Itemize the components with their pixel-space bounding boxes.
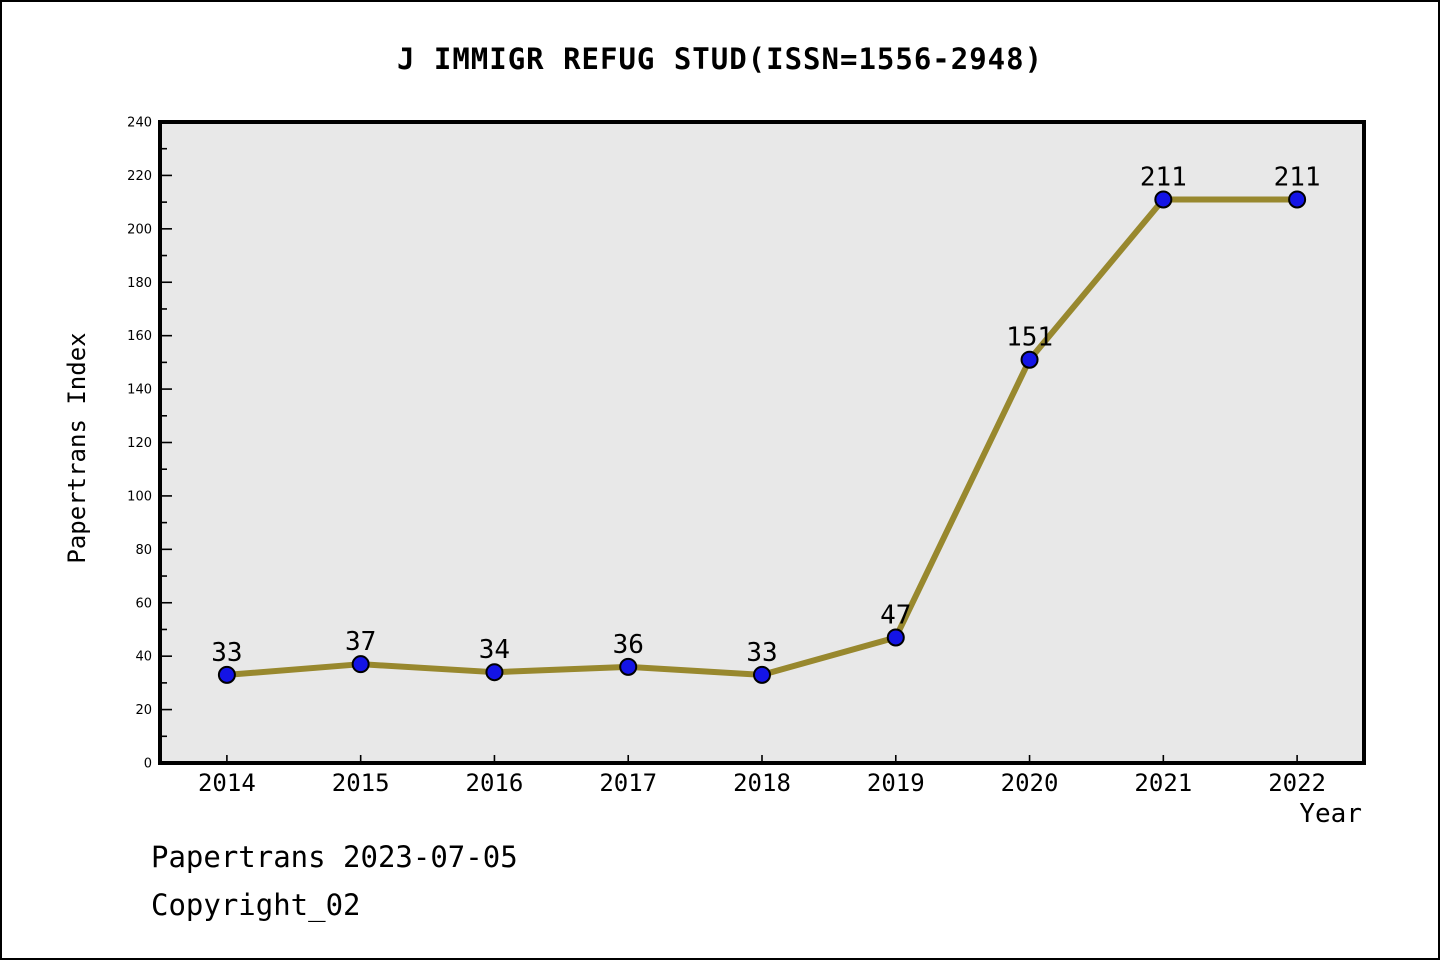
y-tick-label: 20 (135, 703, 152, 718)
data-label-2020: 151 (1006, 323, 1053, 353)
y-tick-label: 120 (127, 436, 152, 451)
x-tick-label: 2022 (1268, 769, 1326, 797)
data-label-2019: 47 (880, 600, 911, 630)
x-axis-title: Year (1299, 799, 1362, 829)
data-point-2019 (886, 628, 905, 647)
footer-copyright: Copyright_02 (151, 888, 361, 922)
x-tick-label: 2014 (198, 769, 256, 797)
y-axis-title: Papertrans Index (63, 332, 91, 564)
y-tick-label: 0 (144, 757, 152, 772)
y-tick-label: 220 (127, 169, 152, 184)
page-title: J IMMIGR REFUG STUD(ISSN=1556-2948) (396, 42, 1044, 76)
axis-frame (158, 120, 1366, 765)
data-label-2018: 33 (746, 638, 777, 668)
data-label-2022: 211 (1274, 162, 1321, 192)
data-label-2016: 34 (479, 635, 510, 665)
x-tick-label: 2016 (466, 769, 524, 797)
data-point-2020 (1020, 350, 1039, 369)
x-tick-label: 2020 (1001, 769, 1059, 797)
x-tick-label: 2015 (332, 769, 390, 797)
y-tick-label: 60 (135, 596, 152, 611)
y-tick-label: 160 (127, 329, 152, 344)
y-tick-label: 140 (127, 383, 152, 398)
x-tick-label: 2018 (733, 769, 791, 797)
data-point-2018 (753, 665, 771, 684)
data-point-2017 (619, 657, 638, 676)
x-tick-label: 2017 (599, 769, 657, 797)
data-label-2015: 37 (345, 627, 376, 657)
y-tick-label: 100 (127, 489, 152, 504)
data-label-2017: 36 (613, 630, 644, 660)
x-tick-label: 2019 (867, 769, 925, 797)
y-tick-label: 180 (127, 276, 152, 291)
data-point-2015 (351, 655, 370, 674)
data-point-2021 (1154, 190, 1173, 209)
y-tick-label: 200 (127, 222, 152, 237)
footer-date: Papertrans 2023-07-05 (151, 840, 518, 874)
data-point-2014 (217, 665, 236, 684)
x-tick-label: 2021 (1134, 769, 1192, 797)
data-point-2016 (485, 663, 504, 682)
y-tick-label: 240 (127, 116, 152, 131)
data-label-2014: 33 (211, 638, 242, 668)
data-label-2021: 211 (1140, 162, 1187, 192)
data-point-2022 (1288, 190, 1307, 209)
y-tick-label: 40 (135, 650, 152, 665)
y-tick-label: 80 (135, 543, 152, 558)
